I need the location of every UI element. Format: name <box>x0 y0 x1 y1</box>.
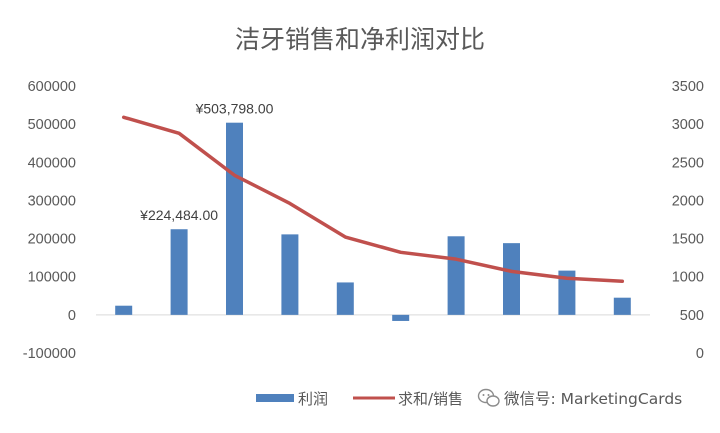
watermark-text: 微信号: MarketingCards <box>504 390 682 408</box>
bar <box>170 229 188 315</box>
y-left-tick-label: -100000 <box>23 346 76 362</box>
y-right-tick-label: 3000 <box>672 117 704 133</box>
y-right-tick-label: 2000 <box>672 193 704 209</box>
legend: 利润 求和/销售 <box>256 390 463 408</box>
y-right-tick-label: 3500 <box>672 79 704 95</box>
bar <box>558 270 576 315</box>
line-series-sales <box>121 115 625 284</box>
watermark-background <box>470 382 720 433</box>
y-left-tick-label: 400000 <box>28 155 76 171</box>
y-left-tick-label: 0 <box>68 308 76 324</box>
y-right-tick-label: 2500 <box>672 155 704 171</box>
y-right-tick-label: 500 <box>680 308 704 324</box>
chart-title: 洁牙销售和净利润对比 <box>235 25 485 54</box>
bar <box>115 305 133 315</box>
data-label: ¥224,484.00 <box>139 207 218 223</box>
bar <box>392 314 410 321</box>
y-right-tick-label: 1500 <box>672 232 704 248</box>
data-labels: ¥224,484.00 ¥503,798.00 <box>139 101 273 224</box>
y-left-tick-label: 300000 <box>28 193 76 209</box>
watermark: 微信号: MarketingCards <box>470 382 720 433</box>
y-axis-right: 3500 3000 2500 2000 1500 1000 500 0 <box>672 79 704 362</box>
y-right-tick-label: 1000 <box>672 270 704 286</box>
bar <box>336 282 354 315</box>
bar <box>613 297 631 315</box>
bar <box>226 122 243 315</box>
y-left-tick-label: 600000 <box>28 79 76 95</box>
y-axis-left: 600000 500000 400000 300000 200000 100000 0 -10… <box>23 79 76 362</box>
legend-swatch-profit <box>256 394 294 402</box>
legend-label-sales: 求和/销售 <box>398 390 463 408</box>
wechat-icon <box>477 388 500 407</box>
y-left-tick-label: 200000 <box>28 232 76 248</box>
data-label: ¥503,798.00 <box>195 101 274 117</box>
legend-label-profit: 利润 <box>298 390 328 408</box>
bar <box>447 236 465 315</box>
y-left-tick-label: 100000 <box>28 270 76 286</box>
bar-series <box>115 122 631 321</box>
y-right-tick-label: 0 <box>696 346 704 362</box>
bar <box>503 243 520 315</box>
line-series <box>121 115 625 284</box>
y-left-tick-label: 500000 <box>28 117 76 133</box>
bar <box>281 234 299 315</box>
